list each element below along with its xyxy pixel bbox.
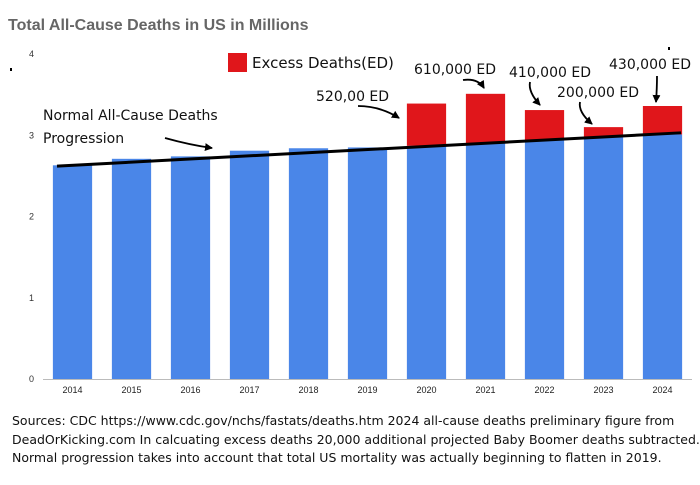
bar-base-2017 [229,150,270,379]
x-tick-2022: 2022 [534,385,554,395]
annotation-arrow-2022 [528,81,541,106]
annotation-arrow-2024 [652,75,661,103]
x-tick-2015: 2015 [121,385,141,395]
bar-base-2016 [170,156,211,379]
x-tick-2018: 2018 [298,385,318,395]
bar-excess-2024 [642,106,683,135]
y-tick-1: 1 [29,293,34,303]
y-tick-2: 2 [29,212,34,222]
legend: Excess Deaths(ED) [228,53,394,72]
legend-swatch-excess [228,53,247,72]
x-tick-2019: 2019 [357,385,377,395]
y-axis: 0 1 2 3 4 [29,49,692,384]
bar-excess-2023 [583,127,624,137]
chart: Total All-Cause Deaths in US in Millions… [8,17,692,395]
x-tick-2023: 2023 [593,385,613,395]
source-note: Sources: CDC https://www.cdc.gov/nchs/fa… [12,412,700,468]
x-tick-2021: 2021 [475,385,495,395]
source-line-1: Sources: CDC https://www.cdc.gov/nchs/fa… [12,413,675,428]
chart-title: Total All-Cause Deaths in US in Millions [8,17,309,34]
trend-label-line-1: Normal All-Cause Deaths [43,108,218,124]
trend-label-line-2: Progression [43,131,124,147]
trend-label: Normal All-Cause Deaths Progression [43,108,218,152]
annotation-2024: 430,000 ED [609,57,691,73]
bar-excess-2022 [524,110,565,141]
annotation-2023: 200,000 ED [557,85,639,101]
annotation-arrow-2021 [462,78,485,89]
trend-label-arrow [164,137,213,152]
source-line-3: Normal progression takes into account th… [12,450,662,465]
x-axis: 2014 2015 2016 2017 2018 2019 2020 2021 2022 2023… [62,385,672,395]
annotations: 520,00 ED 610,000 ED 410,000 ED 200,000 ED 4… [316,57,691,125]
annotation-2021: 610,000 ED [414,62,496,78]
annotation-2022: 410,000 ED [509,65,591,81]
x-tick-2016: 2016 [180,385,200,395]
y-tick-3: 3 [29,130,34,140]
bar-base-2024 [642,134,683,379]
stray-marks [10,47,670,71]
bars [52,93,683,379]
bar-base-2022 [524,140,565,379]
bar-excess-2020 [406,103,447,146]
legend-label-excess: Excess Deaths(ED) [252,54,394,72]
bar-base-2014 [52,165,93,379]
bar-base-2021 [465,143,506,379]
annotation-arrow-2023 [578,101,593,125]
bar-base-2015 [111,158,152,379]
trend-line [56,131,682,168]
x-tick-2024: 2024 [652,385,672,395]
bar-base-2020 [406,145,447,379]
x-tick-2020: 2020 [416,385,436,395]
y-tick-4: 4 [29,49,34,59]
stray-dot-right [668,47,670,50]
source-line-2: DeadOrKicking.com In calcuating excess d… [12,431,700,447]
stray-dot-left [10,68,12,71]
bar-base-2023 [583,136,624,379]
annotation-arrow-2020 [357,105,400,119]
y-tick-0: 0 [29,374,34,384]
x-tick-2014: 2014 [62,385,82,395]
annotation-2020: 520,00 ED [316,89,389,105]
bar-base-2018 [288,148,329,379]
bar-excess-2021 [465,93,506,144]
x-tick-2017: 2017 [239,385,259,395]
bar-base-2019 [347,147,388,379]
